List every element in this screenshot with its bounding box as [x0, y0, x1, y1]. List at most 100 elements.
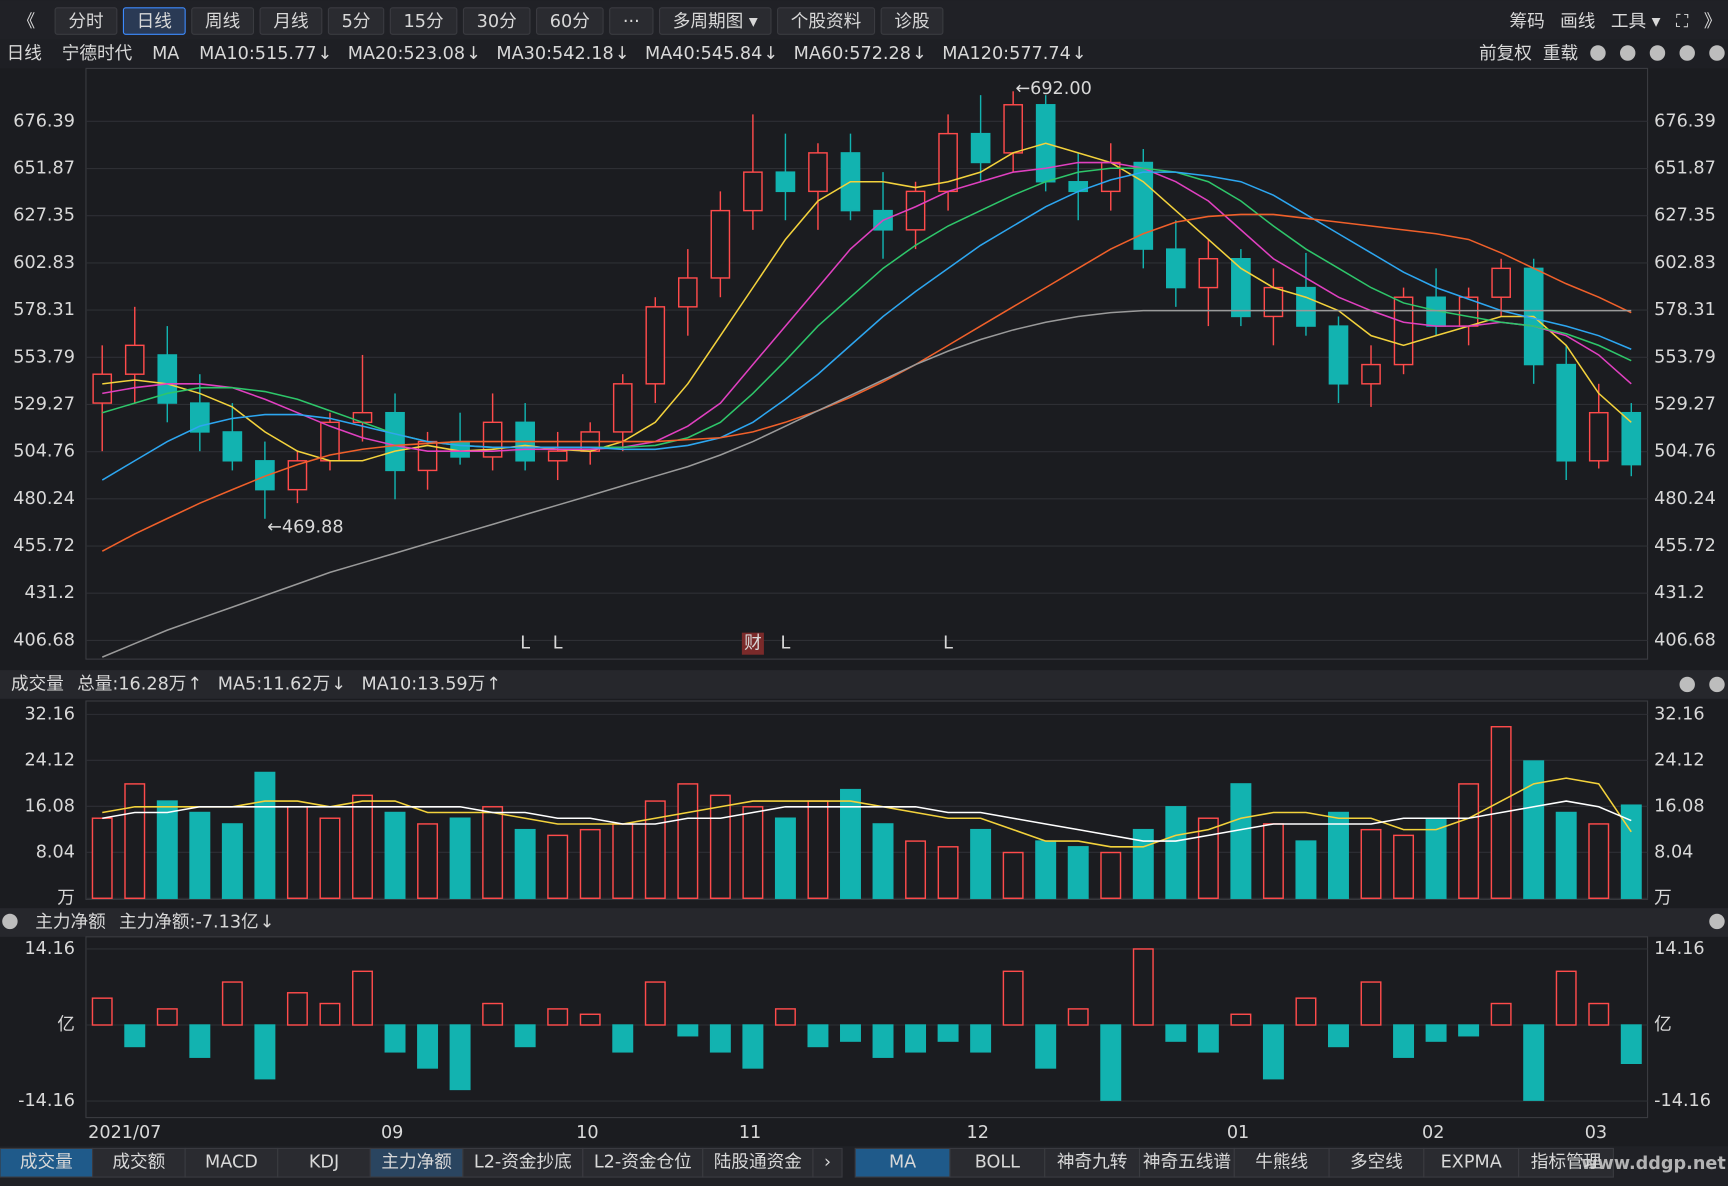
ma-tab-label[interactable]: BOLL [975, 1153, 1020, 1173]
ma-tab-label[interactable]: 指标管理 [1531, 1152, 1602, 1173]
indicator-tab[interactable] [702, 1147, 814, 1178]
flow-bar [91, 997, 113, 1026]
indicator-tab-label[interactable]: 成交额 [112, 1152, 165, 1173]
toolbar-tool[interactable]: ⛶ [1676, 12, 1689, 32]
flow-bar [1067, 1008, 1089, 1026]
candle-body [157, 354, 178, 404]
ma-tab[interactable] [1138, 1147, 1235, 1178]
x-tick-label: 03 [1585, 1123, 1607, 1143]
candle-body [352, 411, 373, 424]
indicator-tab[interactable] [582, 1147, 704, 1178]
toolbar-button[interactable] [659, 7, 772, 35]
flow-bar [612, 1024, 634, 1053]
reload-button[interactable]: 重载 [1543, 43, 1578, 64]
indicator-tab-label[interactable]: 主力净额 [381, 1152, 452, 1173]
toolbar-tool[interactable]: 画线 [1560, 11, 1595, 32]
flow-bar [1197, 1024, 1219, 1053]
toolbar-button[interactable] [191, 7, 255, 35]
ma-tab[interactable] [1518, 1147, 1614, 1178]
toolbar-button[interactable] [536, 7, 604, 35]
toolbar-button-label[interactable]: 个股资料 [791, 11, 862, 32]
toolbar-button[interactable] [777, 7, 876, 35]
indicator-tab[interactable] [812, 1147, 843, 1178]
y-tick-label-right: 16.08 [1654, 796, 1704, 816]
toolbar-button-label[interactable]: ··· [623, 12, 640, 32]
volume-bar [384, 811, 406, 899]
indicator-tab[interactable] [462, 1147, 584, 1178]
legend-icon[interactable] [1649, 45, 1666, 61]
ma-tab-label[interactable]: 牛熊线 [1255, 1152, 1308, 1173]
x-tick-label: 02 [1422, 1123, 1444, 1143]
toolbar-button[interactable] [389, 7, 458, 35]
legend-text: MA [152, 44, 179, 64]
volume-bar [937, 846, 959, 899]
toolbar-tool[interactable]: 工具 ▾ [1611, 12, 1661, 32]
toolbar-button[interactable] [54, 7, 118, 35]
event-badge [741, 632, 764, 655]
volume-bar [1393, 834, 1415, 899]
volume-bar [124, 783, 146, 899]
volume-bar [1458, 783, 1480, 899]
toolbar-button-label[interactable]: 5分 [342, 11, 371, 32]
indicator-tab[interactable] [277, 1147, 371, 1178]
toolbar-button[interactable] [259, 7, 323, 35]
toolbar-button-label[interactable]: 月线 [273, 11, 308, 32]
toolbar-button[interactable] [327, 7, 385, 35]
legend-icon[interactable] [1679, 45, 1695, 61]
legend-bar [0, 39, 1728, 69]
indicator-tab-label[interactable]: MACD [205, 1153, 258, 1173]
flow-bar [1620, 1024, 1642, 1065]
candle-body [1556, 363, 1577, 462]
x-tick-label: 01 [1227, 1123, 1249, 1143]
indicator-tab[interactable] [92, 1147, 186, 1178]
candle-body [1263, 286, 1284, 318]
candle-body [1588, 411, 1609, 462]
collapse-icon[interactable] [2, 913, 18, 930]
toolbar-tool[interactable]: 》 [1704, 12, 1722, 32]
candle-body [1621, 411, 1642, 466]
toolbar-button[interactable] [880, 7, 944, 35]
toolbar-button-label[interactable]: 诊股 [894, 11, 929, 32]
toolbar-button-label[interactable]: 周线 [205, 11, 240, 32]
indicator-tab-label[interactable]: KDJ [309, 1153, 339, 1173]
toolbar-button[interactable] [122, 7, 186, 35]
indicator-tab[interactable] [369, 1147, 464, 1178]
candle-body [1393, 296, 1414, 366]
ma-tab-label[interactable]: 多空线 [1350, 1152, 1403, 1173]
toolbar-button-label[interactable]: 日线 [137, 11, 172, 32]
legend-icon[interactable] [1620, 45, 1636, 61]
ma-arrow: ↓ [763, 44, 778, 64]
indicator-tab-label[interactable]: L2-资金仓位 [594, 1152, 692, 1173]
toolbar-button-label[interactable]: 15分 [404, 11, 444, 32]
adjust-button[interactable]: 前复权 [1479, 43, 1532, 64]
ma-line [101, 213, 1632, 552]
toolbar-button[interactable] [609, 7, 654, 35]
toolbar-button-label[interactable]: 《 [18, 12, 36, 32]
legend-icon[interactable] [1590, 45, 1606, 61]
ma-tab[interactable] [1328, 1147, 1425, 1178]
legend-icon[interactable] [1709, 45, 1725, 61]
ma-tab[interactable] [854, 1147, 951, 1178]
volume-bar [286, 806, 308, 899]
toolbar-button-label[interactable]: 多周期图 ▾ [673, 11, 758, 32]
flow-bar [742, 1024, 764, 1069]
toolbar-button[interactable] [462, 7, 531, 35]
ma-tab-label[interactable]: MA [889, 1153, 916, 1173]
toolbar-tool[interactable]: 筹码 [1509, 11, 1544, 32]
indicator-tab-label[interactable]: 成交量 [20, 1152, 73, 1173]
volume-bar [1523, 760, 1545, 899]
toolbar-button-label[interactable]: 30分 [477, 11, 517, 32]
panel-icon[interactable] [1679, 676, 1695, 693]
event-marker: L [781, 634, 791, 654]
toolbar-button-label[interactable]: 60分 [550, 11, 590, 32]
panel-icon[interactable] [1709, 913, 1725, 930]
indicator-tab-label[interactable]: 陆股通资金 [714, 1152, 803, 1173]
indicator-tab-label[interactable]: › [824, 1153, 831, 1173]
toolbar-button-label[interactable]: 分时 [68, 11, 103, 32]
panel-icon[interactable] [1709, 676, 1725, 693]
ma-tab-label[interactable]: EXPMA [1441, 1153, 1502, 1173]
indicator-tab-label[interactable]: L2-资金抄底 [474, 1152, 572, 1173]
ma-tab-label[interactable]: 神奇九转 [1057, 1152, 1128, 1173]
ma-tab-label[interactable]: 神奇五线谱 [1143, 1152, 1231, 1173]
candle-body [1003, 104, 1023, 154]
